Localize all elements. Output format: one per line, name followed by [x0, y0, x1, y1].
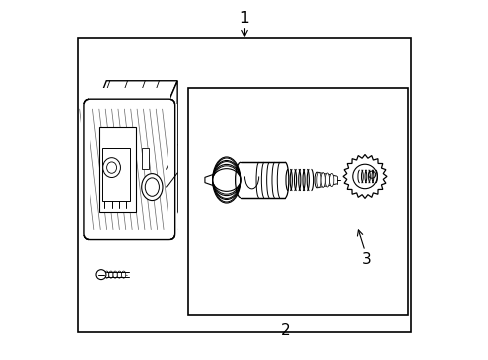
Bar	[88, 88, 170, 105]
Polygon shape	[204, 175, 220, 185]
Ellipse shape	[113, 271, 117, 278]
Polygon shape	[166, 81, 177, 233]
Ellipse shape	[102, 158, 120, 177]
Bar	[102, 148, 130, 201]
Text: 2: 2	[280, 323, 289, 338]
Ellipse shape	[104, 271, 108, 278]
Bar	[187, 88, 407, 315]
Bar	[99, 127, 136, 212]
Ellipse shape	[316, 172, 321, 188]
Bar	[81, 104, 90, 235]
Bar	[241, 162, 285, 198]
Bar	[78, 38, 410, 332]
Ellipse shape	[108, 271, 113, 278]
Bar	[142, 148, 148, 169]
Ellipse shape	[121, 271, 125, 278]
Ellipse shape	[352, 164, 376, 189]
Bar	[88, 233, 170, 251]
Polygon shape	[343, 154, 386, 198]
Bar	[168, 104, 177, 235]
Ellipse shape	[321, 172, 325, 188]
Ellipse shape	[142, 174, 163, 201]
FancyBboxPatch shape	[84, 99, 174, 239]
Ellipse shape	[325, 173, 329, 187]
Text: 1: 1	[239, 11, 249, 26]
Ellipse shape	[212, 157, 241, 203]
FancyBboxPatch shape	[84, 99, 174, 239]
Ellipse shape	[117, 271, 121, 278]
Text: 3: 3	[361, 252, 371, 267]
Ellipse shape	[96, 270, 106, 280]
Ellipse shape	[329, 174, 333, 186]
Polygon shape	[97, 81, 177, 105]
